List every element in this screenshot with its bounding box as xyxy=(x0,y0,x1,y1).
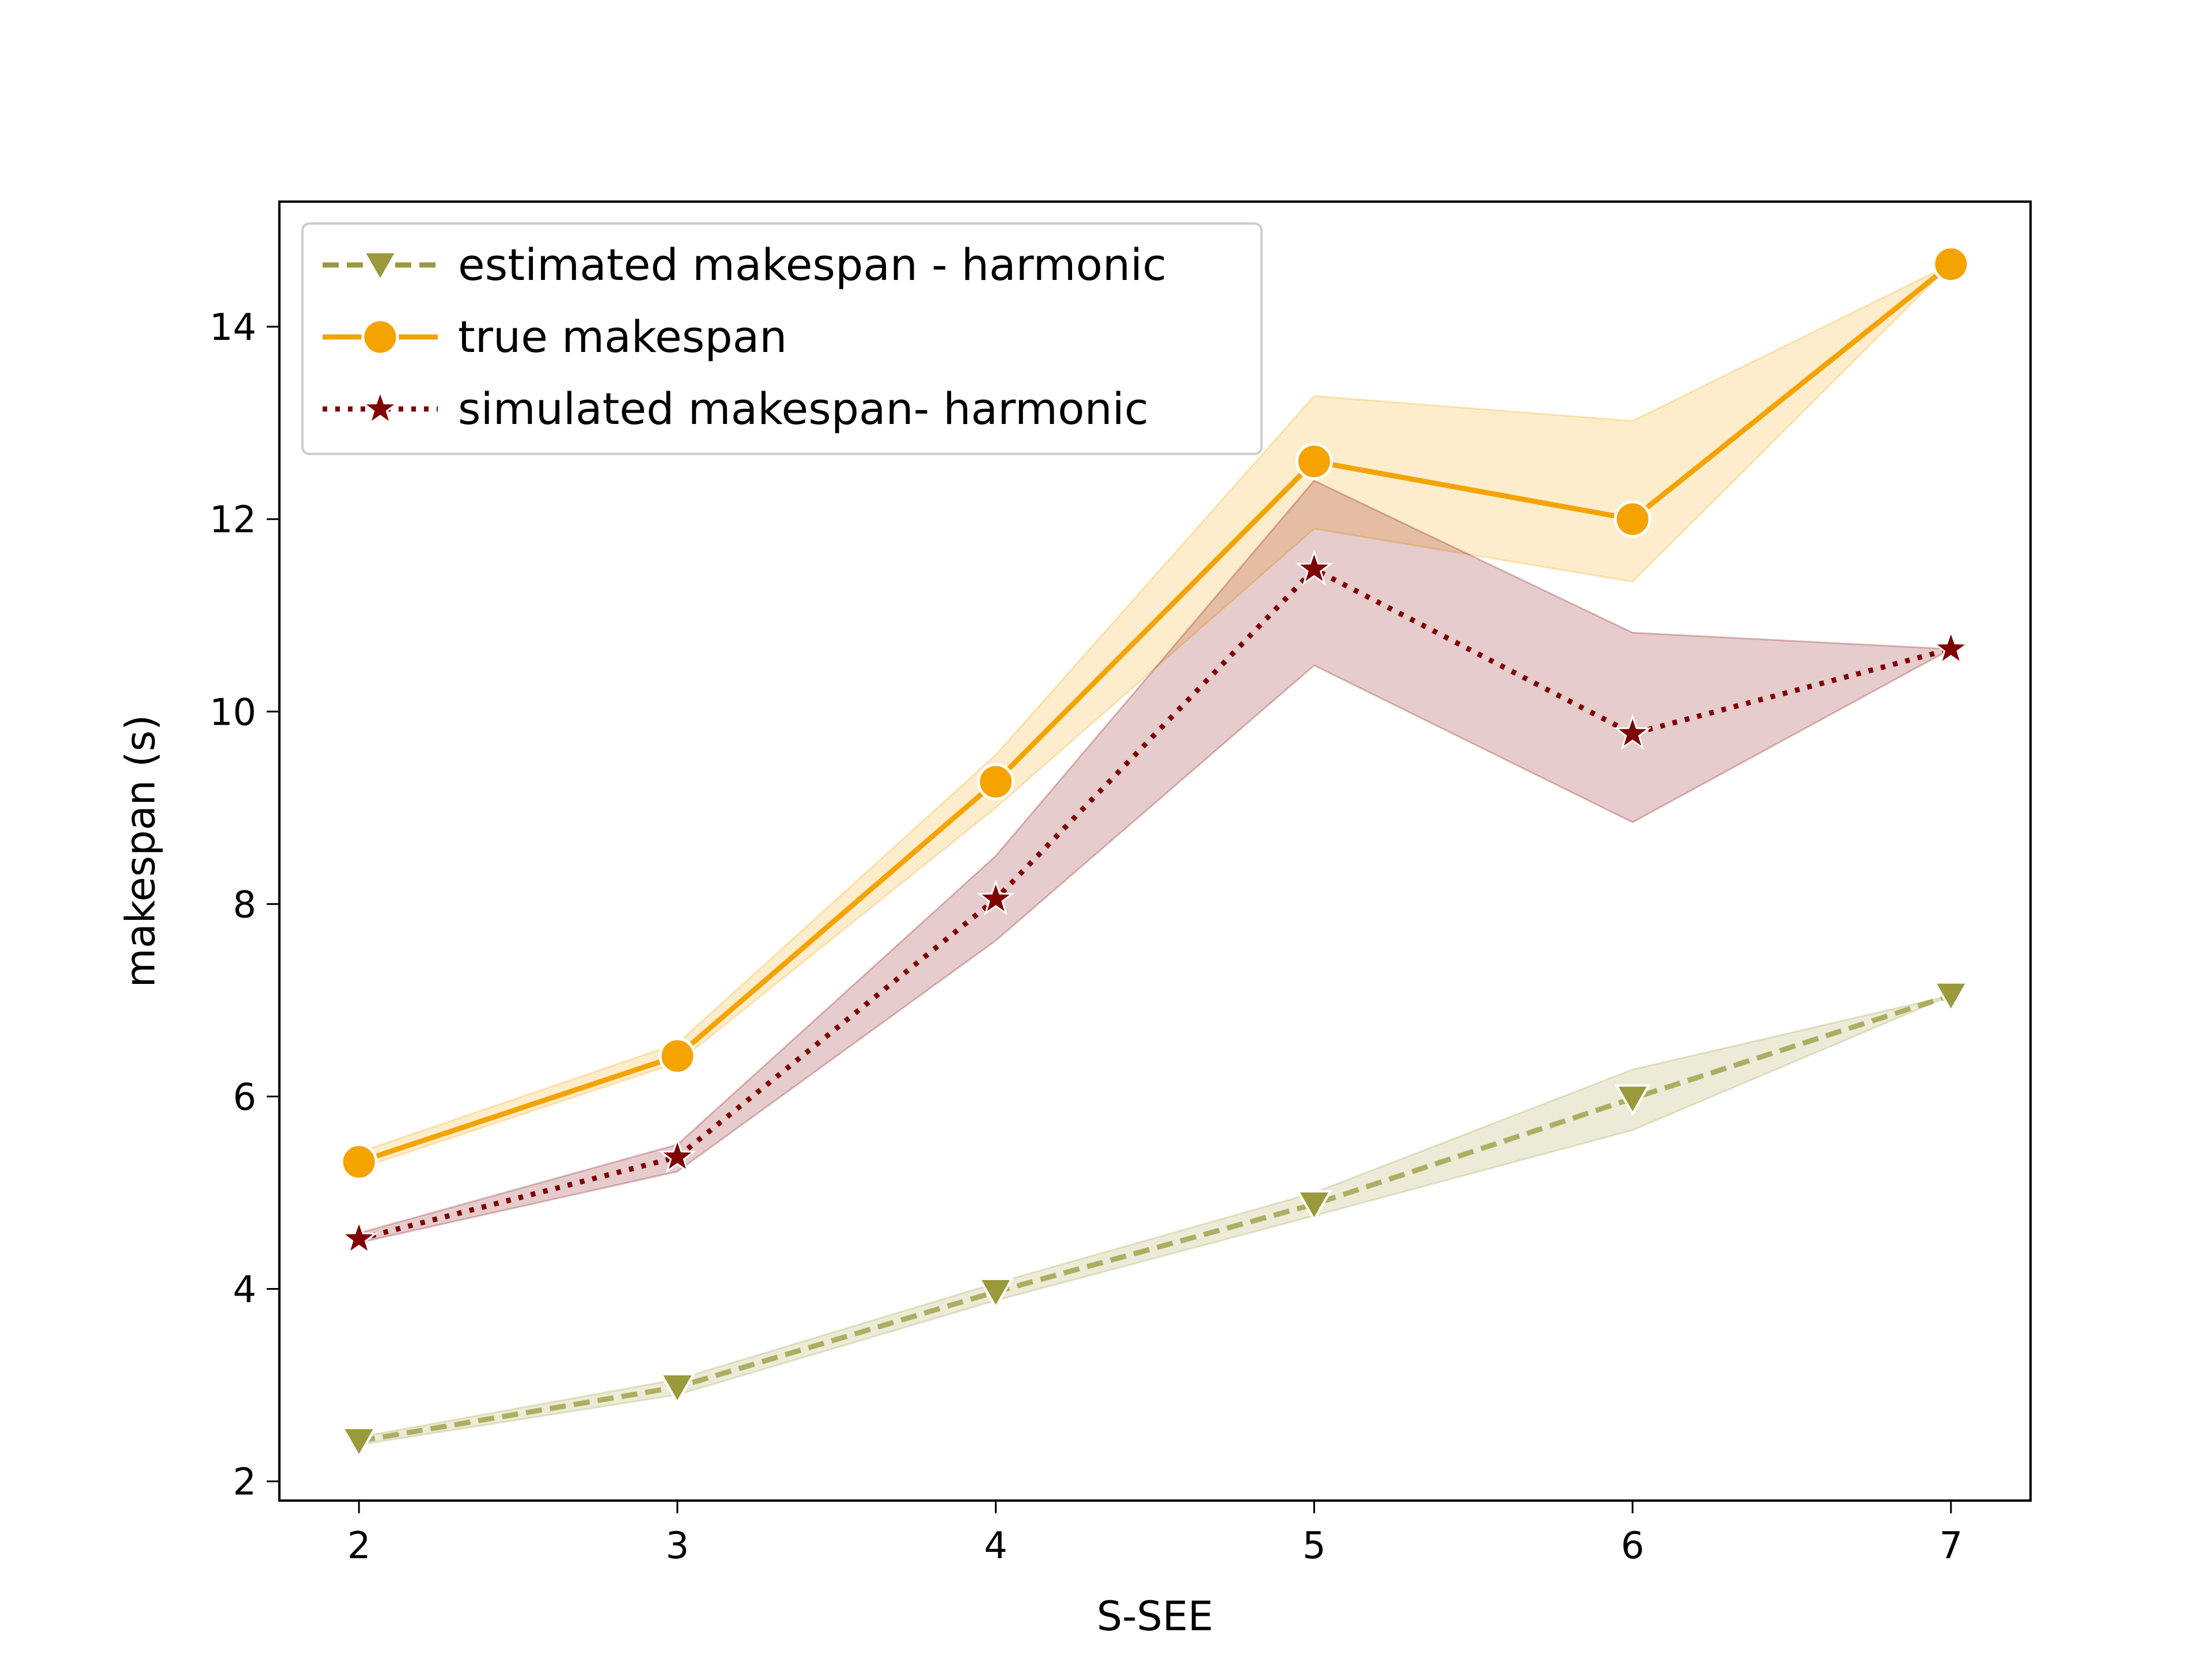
x-tick-label: 5 xyxy=(1302,1525,1326,1567)
point-series-2 xyxy=(1931,629,1970,665)
legend-box xyxy=(301,222,1263,455)
x-axis-label: S-SEE xyxy=(1097,1593,1214,1640)
series-lines xyxy=(358,262,1953,1444)
legend-marker-swatch xyxy=(361,318,399,356)
y-tick-label: 12 xyxy=(210,499,256,541)
point-series-0 xyxy=(659,1373,696,1405)
legend-entry-label: true makespan xyxy=(458,311,787,362)
x-tick-label: 6 xyxy=(1621,1525,1645,1567)
legend: estimated makespan - harmonic true makesp… xyxy=(301,222,1263,455)
line-series-0 xyxy=(358,993,1952,1444)
point-series-2 xyxy=(340,1219,378,1255)
band-series-2 xyxy=(358,479,1955,1244)
point-series-2 xyxy=(976,879,1015,916)
y-tick-label: 4 xyxy=(233,1269,256,1312)
x-tick-label: 7 xyxy=(1939,1525,1963,1567)
point-series-1 xyxy=(658,1037,696,1075)
x-tick-label: 3 xyxy=(666,1525,690,1567)
plot-frame xyxy=(278,200,2032,1502)
x-axis-ticks: 2 3 4 5 6 7 xyxy=(347,1501,1963,1567)
legend-entry-label: simulated makespan- harmonic xyxy=(458,383,1149,434)
point-series-1 xyxy=(977,763,1015,801)
point-series-1 xyxy=(1295,442,1333,480)
point-series-0 xyxy=(1933,981,1969,1013)
y-tick-label: 2 xyxy=(233,1461,256,1504)
point-series-0 xyxy=(1614,1084,1651,1116)
x-tick-label: 2 xyxy=(347,1525,371,1567)
series-markers xyxy=(340,245,1970,1459)
confidence-bands xyxy=(358,263,1955,1446)
line-series-2 xyxy=(358,566,1952,1242)
y-axis-ticks: 2 4 6 8 10 12 14 xyxy=(210,306,279,1504)
band-series-1 xyxy=(358,263,1952,1170)
legend-entry-label: estimated makespan - harmonic xyxy=(458,239,1166,290)
y-tick-label: 14 xyxy=(210,306,256,349)
point-series-0 xyxy=(1296,1190,1332,1222)
x-tick-label: 4 xyxy=(984,1525,1007,1567)
y-tick-label: 8 xyxy=(233,884,256,926)
point-series-2 xyxy=(658,1137,696,1173)
point-series-1 xyxy=(340,1143,378,1181)
legend-marker-swatch xyxy=(362,251,399,283)
point-series-0 xyxy=(978,1278,1014,1310)
point-series-1 xyxy=(1613,500,1652,538)
line-series-1 xyxy=(358,262,1953,1165)
y-tick-label: 6 xyxy=(233,1076,256,1119)
legend-marker-swatch xyxy=(361,389,399,426)
point-series-2 xyxy=(1613,714,1652,750)
band-series-0 xyxy=(358,994,1952,1446)
point-series-2 xyxy=(1295,549,1334,586)
y-axis-label: makespan (s) xyxy=(117,715,164,988)
y-tick-label: 10 xyxy=(210,691,256,734)
point-series-0 xyxy=(340,1427,377,1459)
point-series-1 xyxy=(1932,245,1970,283)
